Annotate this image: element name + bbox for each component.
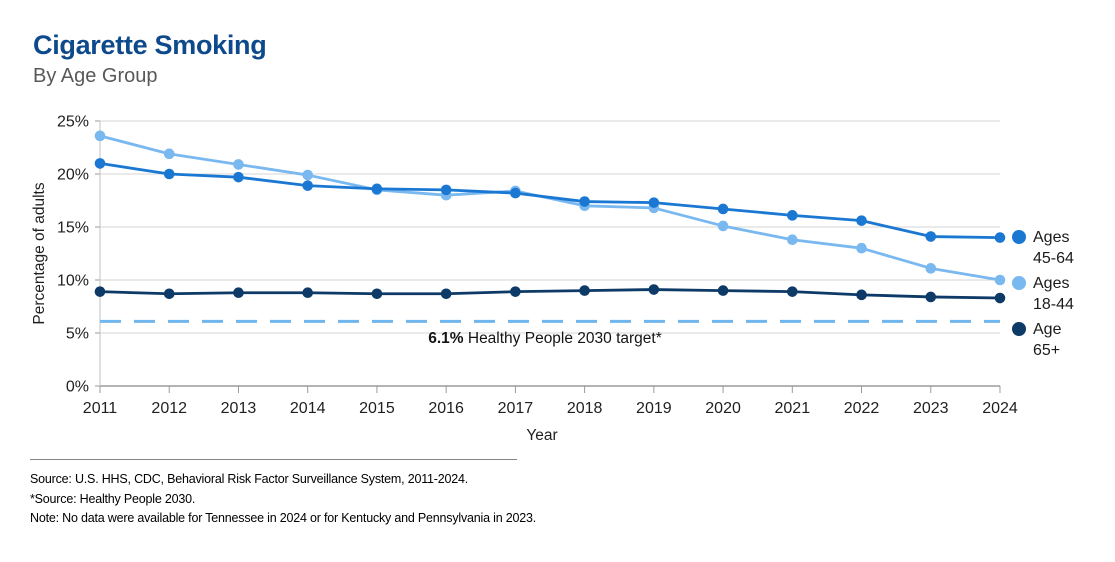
data-point-age-65-	[510, 286, 521, 297]
data-point-ages-18-44	[717, 220, 729, 232]
data-point-ages-45-64	[94, 158, 106, 169]
target-value: 6.1%	[428, 330, 464, 347]
legend-item-ages-45-64: Ages 45-64	[1012, 227, 1074, 269]
x-tick-label: 2019	[636, 400, 672, 417]
legend-dot-icon	[1012, 322, 1026, 336]
legend-label: Ages 45-64	[1033, 229, 1074, 267]
data-point-ages-18-44	[163, 148, 175, 160]
data-point-age-65-	[717, 285, 729, 296]
y-tick-label: 0%	[66, 379, 89, 396]
data-point-ages-45-64	[440, 184, 452, 196]
x-tick-label: 2016	[428, 400, 464, 417]
series-line-age-65-	[98, 288, 1002, 300]
data-point-age-65-	[579, 285, 590, 296]
x-tick-label: 2024	[982, 400, 1018, 417]
page-title: Cigarette Smoking	[33, 30, 267, 60]
chart-header: Cigarette Smoking By Age Group	[33, 30, 267, 88]
x-tick-label: 2011	[83, 400, 118, 417]
source-line-1: Source: U.S. HHS, CDC, Behavioral Risk F…	[30, 472, 469, 486]
x-axis-title: Year	[526, 427, 557, 444]
x-tick-label: 2012	[151, 400, 187, 417]
data-point-ages-45-64	[648, 197, 660, 208]
data-point-ages-45-64	[717, 203, 729, 215]
data-point-ages-45-64	[302, 180, 313, 191]
x-tick-label: 2023	[913, 400, 949, 417]
data-point-ages-45-64	[371, 183, 383, 195]
data-point-ages-45-64	[233, 171, 244, 183]
x-tick-label: 2014	[290, 400, 326, 417]
legend-item-age-65-: Age 65+	[1012, 319, 1074, 361]
y-tick-label: 10%	[57, 273, 89, 290]
data-point-age-65-	[233, 287, 244, 299]
target-label-text: Healthy People 2030 target*	[463, 330, 662, 347]
x-tick-label: 2018	[567, 400, 603, 417]
footer-divider	[30, 459, 517, 460]
data-point-ages-18-44	[925, 263, 937, 274]
data-point-ages-18-44	[233, 159, 244, 170]
legend-label: Ages 18-44	[1033, 275, 1074, 313]
chart-legend: Ages 45-64 Ages 18-44 Age 65+	[1012, 227, 1074, 361]
data-point-age-65-	[994, 292, 1006, 304]
x-tick-label: 2021	[775, 400, 811, 417]
data-point-ages-45-64	[787, 210, 798, 221]
series-line-ages-45-64	[98, 161, 1002, 240]
source-line-2: *Source: Healthy People 2030.	[30, 491, 196, 506]
y-tick-label: 15%	[57, 220, 89, 237]
legend-dot-icon	[1012, 230, 1026, 244]
data-point-ages-18-44	[302, 169, 313, 181]
y-axis-title: Percentage of adults	[31, 182, 48, 324]
data-point-ages-18-44	[94, 130, 106, 142]
chart-footer: Source: U.S. HHS, CDC, Behavioral Risk F…	[30, 459, 590, 532]
data-point-ages-18-44	[856, 242, 867, 254]
data-point-age-65-	[163, 288, 175, 300]
series-line-ages-18-44	[98, 134, 1002, 282]
data-point-ages-45-64	[856, 215, 867, 226]
data-point-ages-18-44	[994, 274, 1006, 286]
data-point-ages-18-44	[787, 234, 798, 246]
legend-label: Age 65+	[1033, 321, 1062, 359]
legend-item-ages-18-44: Ages 18-44	[1012, 273, 1074, 315]
y-tick-label: 20%	[57, 167, 89, 184]
data-point-age-65-	[856, 289, 867, 301]
data-point-age-65-	[302, 287, 313, 299]
data-point-age-65-	[648, 284, 660, 295]
x-tick-label: 2020	[705, 400, 741, 417]
y-tick-label: 25%	[57, 114, 89, 131]
data-point-age-65-	[94, 286, 106, 297]
page-subtitle: By Age Group	[33, 65, 158, 88]
data-point-ages-45-64	[925, 231, 937, 242]
x-tick-label: 2015	[359, 400, 395, 417]
data-point-ages-45-64	[163, 168, 175, 180]
x-tick-label: 2017	[498, 400, 534, 417]
data-point-ages-45-64	[510, 187, 521, 199]
legend-dot-icon	[1012, 276, 1026, 290]
data-point-age-65-	[371, 288, 383, 300]
x-tick-label: 2013	[221, 400, 257, 417]
data-point-ages-45-64	[579, 196, 590, 207]
data-point-age-65-	[440, 288, 452, 300]
data-point-age-65-	[925, 291, 937, 303]
y-tick-label: 5%	[66, 326, 89, 343]
target-annotation: 6.1% Healthy People 2030 target*	[340, 330, 750, 348]
x-tick-label: 2022	[844, 400, 880, 417]
data-point-ages-45-64	[994, 232, 1006, 243]
note-line: Note: No data were available for Tenness…	[30, 511, 537, 525]
data-point-age-65-	[787, 286, 798, 297]
